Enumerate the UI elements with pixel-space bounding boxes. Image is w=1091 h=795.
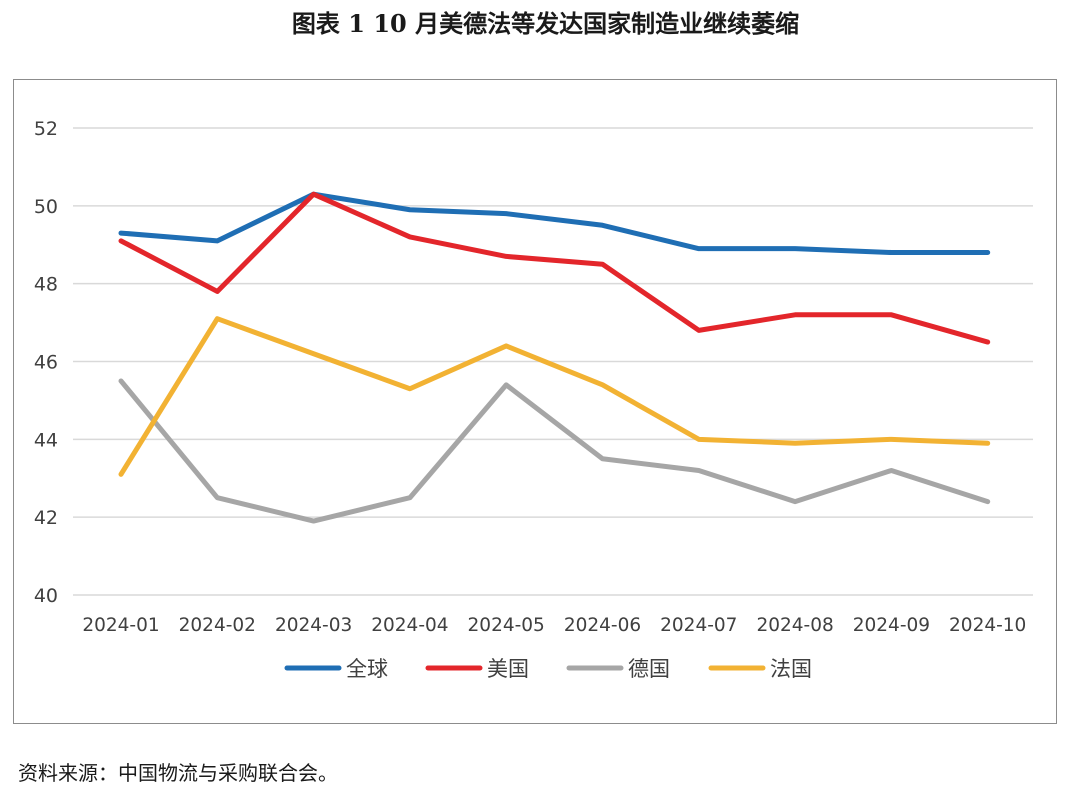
y-tick-label: 52 xyxy=(34,118,58,140)
x-tick-label: 2024-03 xyxy=(275,615,352,636)
x-tick-label: 2024-06 xyxy=(564,615,641,636)
y-tick-label: 46 xyxy=(34,352,58,374)
legend-label: 德国 xyxy=(628,657,670,681)
legend-label: 法国 xyxy=(770,657,812,681)
x-tick-label: 2024-01 xyxy=(82,615,159,636)
gridlines xyxy=(73,127,1033,596)
y-tick-label: 50 xyxy=(34,196,58,218)
x-tick-label: 2024-10 xyxy=(949,615,1026,636)
series-line-德国 xyxy=(118,378,991,524)
x-tick-label: 2024-04 xyxy=(371,615,448,636)
y-tick-label: 42 xyxy=(34,507,58,529)
legend: 全球 美国 德国 法国 xyxy=(284,657,812,681)
chart-title: 图表 1 10 月美德法等发达国家制造业继续萎缩 xyxy=(291,9,800,38)
series-lines xyxy=(118,191,991,524)
x-tick-label: 2024-05 xyxy=(468,615,545,636)
legend-label: 美国 xyxy=(487,657,529,681)
legend-label: 全球 xyxy=(346,657,388,681)
x-axis-ticks: 2024-01 2024-02 2024-03 2024-04 2024-05 2024-… xyxy=(82,615,1026,636)
x-tick-label: 2024-02 xyxy=(179,615,256,636)
y-tick-label: 40 xyxy=(34,585,58,607)
source-note: 资料来源：中国物流与采购联合会。 xyxy=(18,761,338,785)
y-tick-label: 48 xyxy=(34,274,58,296)
series-line-全球 xyxy=(118,191,991,256)
y-axis-ticks: 40 42 44 46 48 50 52 xyxy=(34,118,58,607)
x-tick-label: 2024-09 xyxy=(853,615,930,636)
y-tick-label: 44 xyxy=(34,429,58,451)
chart-frame xyxy=(13,79,1057,724)
x-tick-label: 2024-08 xyxy=(756,615,833,636)
x-tick-label: 2024-07 xyxy=(660,615,737,636)
series-line-美国 xyxy=(118,191,991,345)
series-line-法国 xyxy=(118,316,991,477)
